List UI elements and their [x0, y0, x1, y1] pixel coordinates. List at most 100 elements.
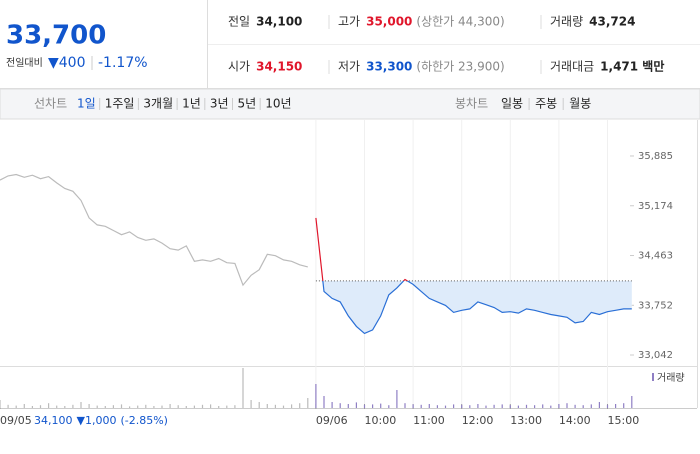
- volume-bar: [185, 406, 187, 408]
- area-fill: [315, 280, 632, 334]
- change-rate: -1.17%: [98, 55, 148, 71]
- stat-value: 34,100: [256, 15, 302, 29]
- x-tick-label: 14:00: [559, 414, 591, 427]
- candle-tab[interactable]: 월봉: [569, 97, 591, 111]
- footer-price: 34,100: [34, 414, 73, 427]
- volume-bar: [88, 404, 90, 408]
- stat-label: 시가: [228, 60, 250, 74]
- volume-legend: 거래량: [657, 372, 685, 384]
- volume-bar: [96, 405, 98, 408]
- volume-bar: [461, 404, 463, 408]
- volume-bar: [266, 404, 268, 408]
- period-tab[interactable]: 1주일: [105, 97, 135, 111]
- volume-bar: [80, 402, 82, 408]
- volume-bar: [550, 405, 552, 408]
- volume-bar: [420, 404, 422, 408]
- volume-bar: [477, 404, 479, 408]
- volume-bar: [145, 404, 147, 408]
- y-tick-label: 33,042: [638, 350, 673, 361]
- tab-group-label: 선차트: [34, 97, 67, 111]
- volume-bar: [201, 404, 204, 408]
- volume-bar: [534, 405, 536, 408]
- y-tick-label: 34,463: [638, 251, 673, 262]
- volume-bar: [469, 405, 471, 408]
- volume-bar: [153, 406, 155, 408]
- price-line: [322, 280, 632, 335]
- volume-bar: [485, 405, 487, 408]
- change: ▼400: [48, 55, 86, 71]
- stat-value: 35,000: [366, 15, 412, 29]
- volume-bar: [193, 405, 195, 408]
- volume-bar: [48, 403, 50, 408]
- candle-tab[interactable]: 일봉: [501, 97, 523, 111]
- period-tab[interactable]: 5년: [238, 97, 257, 111]
- period-tab[interactable]: 10년: [265, 97, 291, 111]
- stat-value: 34,150: [256, 60, 302, 74]
- volume-bar: [104, 406, 106, 408]
- y-tick-label: 35,174: [638, 201, 673, 212]
- volume-bar: [453, 404, 455, 408]
- volume-bar: [590, 404, 592, 408]
- volume-bar: [380, 403, 382, 408]
- stat-label: 전일: [228, 15, 250, 29]
- footer-change: ▼1,000: [77, 414, 117, 427]
- volume-bar: [129, 406, 131, 408]
- volume-bar: [282, 405, 285, 408]
- volume-bar: [501, 404, 503, 408]
- volume-bar: [493, 404, 495, 408]
- volume-bar: [598, 402, 600, 408]
- volume-bar: [161, 405, 163, 408]
- footer-rate: (-2.85%): [120, 414, 168, 427]
- y-tick-label: 35,885: [638, 151, 673, 162]
- period-tab[interactable]: 3개월: [143, 97, 173, 111]
- volume-bar: [372, 404, 374, 408]
- volume-bar: [404, 403, 406, 408]
- volume-bar: [339, 403, 341, 408]
- volume-bar: [307, 398, 309, 408]
- stat-label: 고가: [338, 15, 360, 29]
- volume-bar: [169, 404, 171, 408]
- volume-bar: [347, 404, 349, 408]
- volume-bar: [558, 404, 560, 408]
- price-line: [0, 173, 308, 287]
- candle-tab[interactable]: 주봉: [535, 97, 557, 111]
- y-tick-label: 33,752: [638, 300, 673, 311]
- volume-bar: [615, 404, 617, 408]
- volume-bar: [234, 405, 236, 408]
- volume-bar: [64, 406, 66, 408]
- volume-bar: [444, 405, 447, 408]
- volume-bar: [72, 404, 74, 408]
- volume-bar: [299, 403, 301, 408]
- stat-extra: (하한가 23,900): [416, 60, 504, 74]
- volume-bar: [606, 404, 609, 408]
- volume-bar: [15, 405, 17, 408]
- volume-bar: [623, 403, 625, 408]
- tab-bar: [0, 88, 700, 120]
- change-label: 전일대비: [6, 57, 43, 69]
- volume-bar: [258, 402, 260, 408]
- volume-bar: [323, 396, 325, 408]
- stat-extra: (상한가 44,300): [416, 15, 504, 29]
- volume-bar: [428, 404, 430, 408]
- volume-bar: [250, 400, 252, 408]
- volume-bar: [7, 404, 9, 408]
- volume-bar: [137, 405, 139, 408]
- period-tab[interactable]: 3년: [210, 97, 229, 111]
- volume-bar: [0, 400, 1, 408]
- volume-bar: [120, 404, 123, 408]
- x-tick-label: 09/06: [316, 414, 348, 427]
- volume-bar: [582, 405, 584, 408]
- current-price: 33,700: [6, 21, 106, 51]
- volume-bar: [388, 405, 390, 408]
- volume-bar: [355, 402, 357, 408]
- period-tab[interactable]: 1년: [182, 97, 201, 111]
- x-tick-label: 13:00: [510, 414, 542, 427]
- volume-bar: [525, 404, 528, 408]
- volume-bar: [363, 404, 366, 408]
- x-tick-label: 11:00: [413, 414, 445, 427]
- volume-bar: [274, 404, 276, 408]
- x-tick-label: 12:00: [462, 414, 494, 427]
- period-tab[interactable]: 1일: [77, 97, 96, 111]
- volume-bar: [226, 405, 228, 408]
